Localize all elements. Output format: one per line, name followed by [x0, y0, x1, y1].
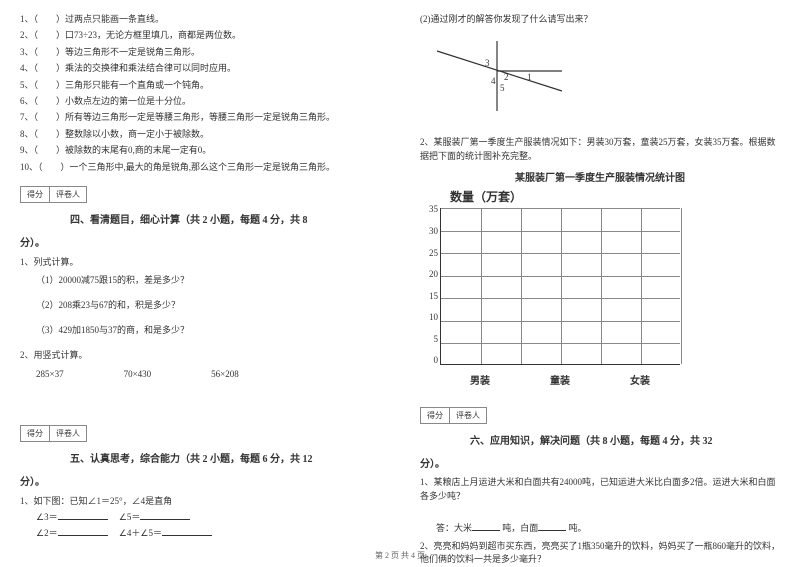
answer-mid: 吨，白面	[502, 523, 538, 533]
blank	[58, 526, 108, 536]
score-label: 得分	[21, 187, 50, 202]
true-false-item: 10、（ ）一个三角形中,最大的角是锐角,那么这个三角形一定是锐角三角形。	[20, 160, 380, 174]
x-axis-labels: 男装 童装 女装	[440, 372, 680, 387]
true-false-item: 6、（ ）小数点左边的第一位是十分位。	[20, 94, 380, 108]
vertical-calc-row: 285×37 70×430 56×208	[36, 369, 380, 379]
section-5-end: 分）。	[20, 473, 380, 488]
blank	[162, 526, 212, 536]
true-false-item: 2、（ ）口73÷23，无论方框里填几，商都是两位数。	[20, 28, 380, 42]
y-tick-label: 5	[422, 335, 438, 344]
chart-ylabel: 数量（万套）	[450, 188, 780, 205]
true-false-list: 1、（ ）过两点只能画一条直线。 2、（ ）口73÷23，无论方框里填几，商都是两…	[20, 12, 380, 174]
chart-title: 某服装厂第一季度生产服装情况统计图	[420, 169, 780, 184]
angle-row-1: ∠3＝ ∠5＝	[36, 510, 380, 524]
grid-vline	[481, 208, 482, 364]
true-false-item: 7、（ ）所有等边三角形一定是等腰三角形，等腰三角形一定是锐角三角形。	[20, 110, 380, 124]
angle-5-label: ∠5＝	[119, 512, 141, 522]
true-false-item: 1、（ ）过两点只能画一条直线。	[20, 12, 380, 26]
angle-3-label: ∠3＝	[36, 512, 58, 522]
score-box-s5: 得分 评卷人	[20, 425, 87, 442]
grid-vline	[681, 208, 682, 364]
angle-45-label: ∠4＋∠5＝	[119, 528, 162, 538]
blank	[58, 510, 108, 520]
grid-vline	[641, 208, 642, 364]
y-tick-label: 25	[422, 249, 438, 258]
q1-title: 1、列式计算。	[20, 255, 380, 269]
svg-text:1: 1	[527, 72, 532, 82]
grid-vline	[561, 208, 562, 364]
q1-item-1: （1）20000减75跟15的积，差是多少？	[36, 273, 380, 286]
grid-vline	[521, 208, 522, 364]
grader-label: 评卷人	[50, 426, 86, 441]
true-false-item: 4、（ ）乘法的交换律和乘法结合律可以同时应用。	[20, 61, 380, 75]
answer-suffix: 吨。	[569, 523, 587, 533]
blank	[140, 510, 190, 520]
calc-item-3: 56×208	[211, 369, 239, 379]
calc-item-2: 70×430	[124, 369, 152, 379]
app-q1-answer: 答：大米 吨，白面 吨。	[436, 521, 780, 535]
x-category-label: 男装	[470, 372, 490, 387]
section-6-end: 分）。	[420, 455, 780, 470]
calc-item-1: 285×37	[36, 369, 64, 379]
section-4-title: 四、看清题目，细心计算（共 2 小题，每题 4 分，共 8	[70, 213, 380, 228]
true-false-item: 5、（ ）三角形只能有一个直角或一个钝角。	[20, 78, 380, 92]
svg-text:5: 5	[500, 83, 505, 93]
grid-vline	[601, 208, 602, 364]
y-tick-label: 0	[422, 356, 438, 365]
chart-grid	[440, 208, 680, 365]
answer-prefix: 答：大米	[436, 523, 472, 533]
q1-item-2: （2）208乘23与67的和，积是多少？	[36, 298, 380, 311]
true-false-item: 9、（ ）被除数的末尾有0,商的末尾一定有0。	[20, 143, 380, 157]
q1-item-3: （3）429加1850与37的商，和是多少？	[36, 323, 380, 336]
page-footer: 第 2 页 共 4 页	[0, 550, 800, 561]
section-4-end: 分）。	[20, 234, 380, 249]
angle-row-2: ∠2＝ ∠4＋∠5＝	[36, 526, 380, 540]
bar-chart: 35302520151050 男装童装女装	[440, 205, 700, 385]
true-false-item: 3、（ ）等边三角形不一定是锐角三角形。	[20, 45, 380, 59]
angle-2-label: ∠2＝	[36, 528, 58, 538]
y-tick-label: 15	[422, 292, 438, 301]
x-category-label: 童装	[550, 372, 570, 387]
y-axis-labels: 35 30 25 20 15 10 5 0	[422, 205, 438, 365]
y-tick-label: 10	[422, 313, 438, 322]
blank	[472, 521, 500, 531]
svg-text:3: 3	[485, 58, 490, 68]
grader-label: 评卷人	[450, 408, 486, 423]
score-box-s4: 得分 评卷人	[20, 186, 87, 203]
grader-label: 评卷人	[50, 187, 86, 202]
angle-q-title: 1、如下图：已知∠1＝25°，∠4是直角	[20, 494, 380, 508]
score-label: 得分	[421, 408, 450, 423]
svg-text:4: 4	[491, 76, 496, 86]
score-box-s6: 得分 评卷人	[420, 407, 487, 424]
q2-title: 2、用竖式计算。	[20, 348, 380, 362]
continuation-q: (2)通过刚才的解答你发现了什么请写出来？	[420, 12, 780, 26]
y-tick-label: 35	[422, 205, 438, 214]
blank	[538, 521, 566, 531]
q2-factory-text: 2、某服装厂第一季度生产服装情况如下：男装30万套，童装25万套，女装35万套。…	[420, 136, 780, 163]
y-tick-label: 30	[422, 227, 438, 236]
app-q1: 1、某粮店上月运进大米和白面共有24000吨，已知运进大米比白面多2倍。运进大米…	[420, 476, 780, 503]
score-label: 得分	[21, 426, 50, 441]
y-tick-label: 20	[422, 270, 438, 279]
svg-text:2: 2	[504, 72, 509, 82]
true-false-item: 8、（ ）整数除以小数，商一定小于被除数。	[20, 127, 380, 141]
section-6-title: 六、应用知识，解决问题（共 8 小题，每题 4 分，共 32	[470, 434, 780, 449]
section-5-title: 五、认真思考，综合能力（共 2 小题，每题 6 分，共 12	[70, 452, 380, 467]
x-category-label: 女装	[630, 372, 650, 387]
angle-diagram-icon: 1 2 3 4 5	[432, 36, 572, 116]
